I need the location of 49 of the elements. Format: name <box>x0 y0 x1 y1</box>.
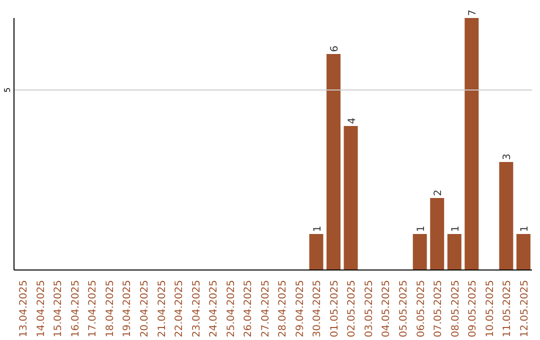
bar <box>464 18 479 270</box>
x-tick-label: 01.05.2025 <box>329 280 340 338</box>
x-tick-label: 29.04.2025 <box>294 280 306 338</box>
x-tick-label: 19.04.2025 <box>122 280 134 338</box>
x-tick-label: 15.04.2025 <box>53 280 64 338</box>
data-label: 4 <box>346 118 358 124</box>
x-tick-label: 17.04.2025 <box>88 280 99 338</box>
x-tick-label: 10.05.2025 <box>484 280 496 338</box>
x-tick-label: 03.05.2025 <box>364 280 375 338</box>
data-label: 1 <box>416 226 427 232</box>
data-label: 3 <box>502 154 514 160</box>
x-tick-label: 12.05.2025 <box>519 280 530 338</box>
x-tick-label: 23.04.2025 <box>191 280 202 338</box>
x-tick-label: 27.04.2025 <box>260 280 272 338</box>
x-tick-label: 30.04.2025 <box>312 280 324 338</box>
x-tick-label: 08.05.2025 <box>450 280 462 338</box>
x-tick-label: 02.05.2025 <box>346 280 358 338</box>
x-tick-label: 05.05.2025 <box>398 280 410 338</box>
x-tick-label: 24.04.2025 <box>208 280 220 338</box>
data-label: 7 <box>468 10 479 16</box>
x-tick-label: 21.04.2025 <box>156 280 168 338</box>
x-tick-label: 11.05.2025 <box>502 280 514 338</box>
x-tick-label: 28.04.2025 <box>278 280 289 338</box>
x-tick-label: 13.04.2025 <box>18 280 30 338</box>
bar <box>430 198 444 270</box>
bar <box>412 234 427 270</box>
x-tick-label: 14.04.2025 <box>36 280 47 338</box>
x-tick-label: 18.04.2025 <box>104 280 116 338</box>
bar <box>447 234 462 270</box>
x-tick-label: 16.04.2025 <box>70 280 82 338</box>
bar <box>344 126 358 270</box>
x-tick-label: 04.05.2025 <box>381 280 392 338</box>
data-label: 1 <box>519 226 530 232</box>
data-label: 6 <box>330 46 341 52</box>
ref-line-label: 5 <box>3 87 12 93</box>
data-label: 1 <box>450 226 462 232</box>
x-tick-label: 22.04.2025 <box>174 280 186 338</box>
x-tick-label: 25.04.2025 <box>226 280 237 338</box>
x-tick-label: 07.05.2025 <box>433 280 444 338</box>
bar <box>326 54 341 270</box>
x-tick-label: 09.05.2025 <box>468 280 479 338</box>
x-tick-label: 26.04.2025 <box>243 280 254 338</box>
bar <box>499 162 514 270</box>
bar <box>309 234 324 270</box>
data-label: 1 <box>312 226 324 232</box>
data-label: 2 <box>433 190 444 196</box>
x-tick-label: 06.05.2025 <box>416 280 427 338</box>
bar <box>516 234 530 270</box>
x-tick-label: 20.04.2025 <box>140 280 150 338</box>
